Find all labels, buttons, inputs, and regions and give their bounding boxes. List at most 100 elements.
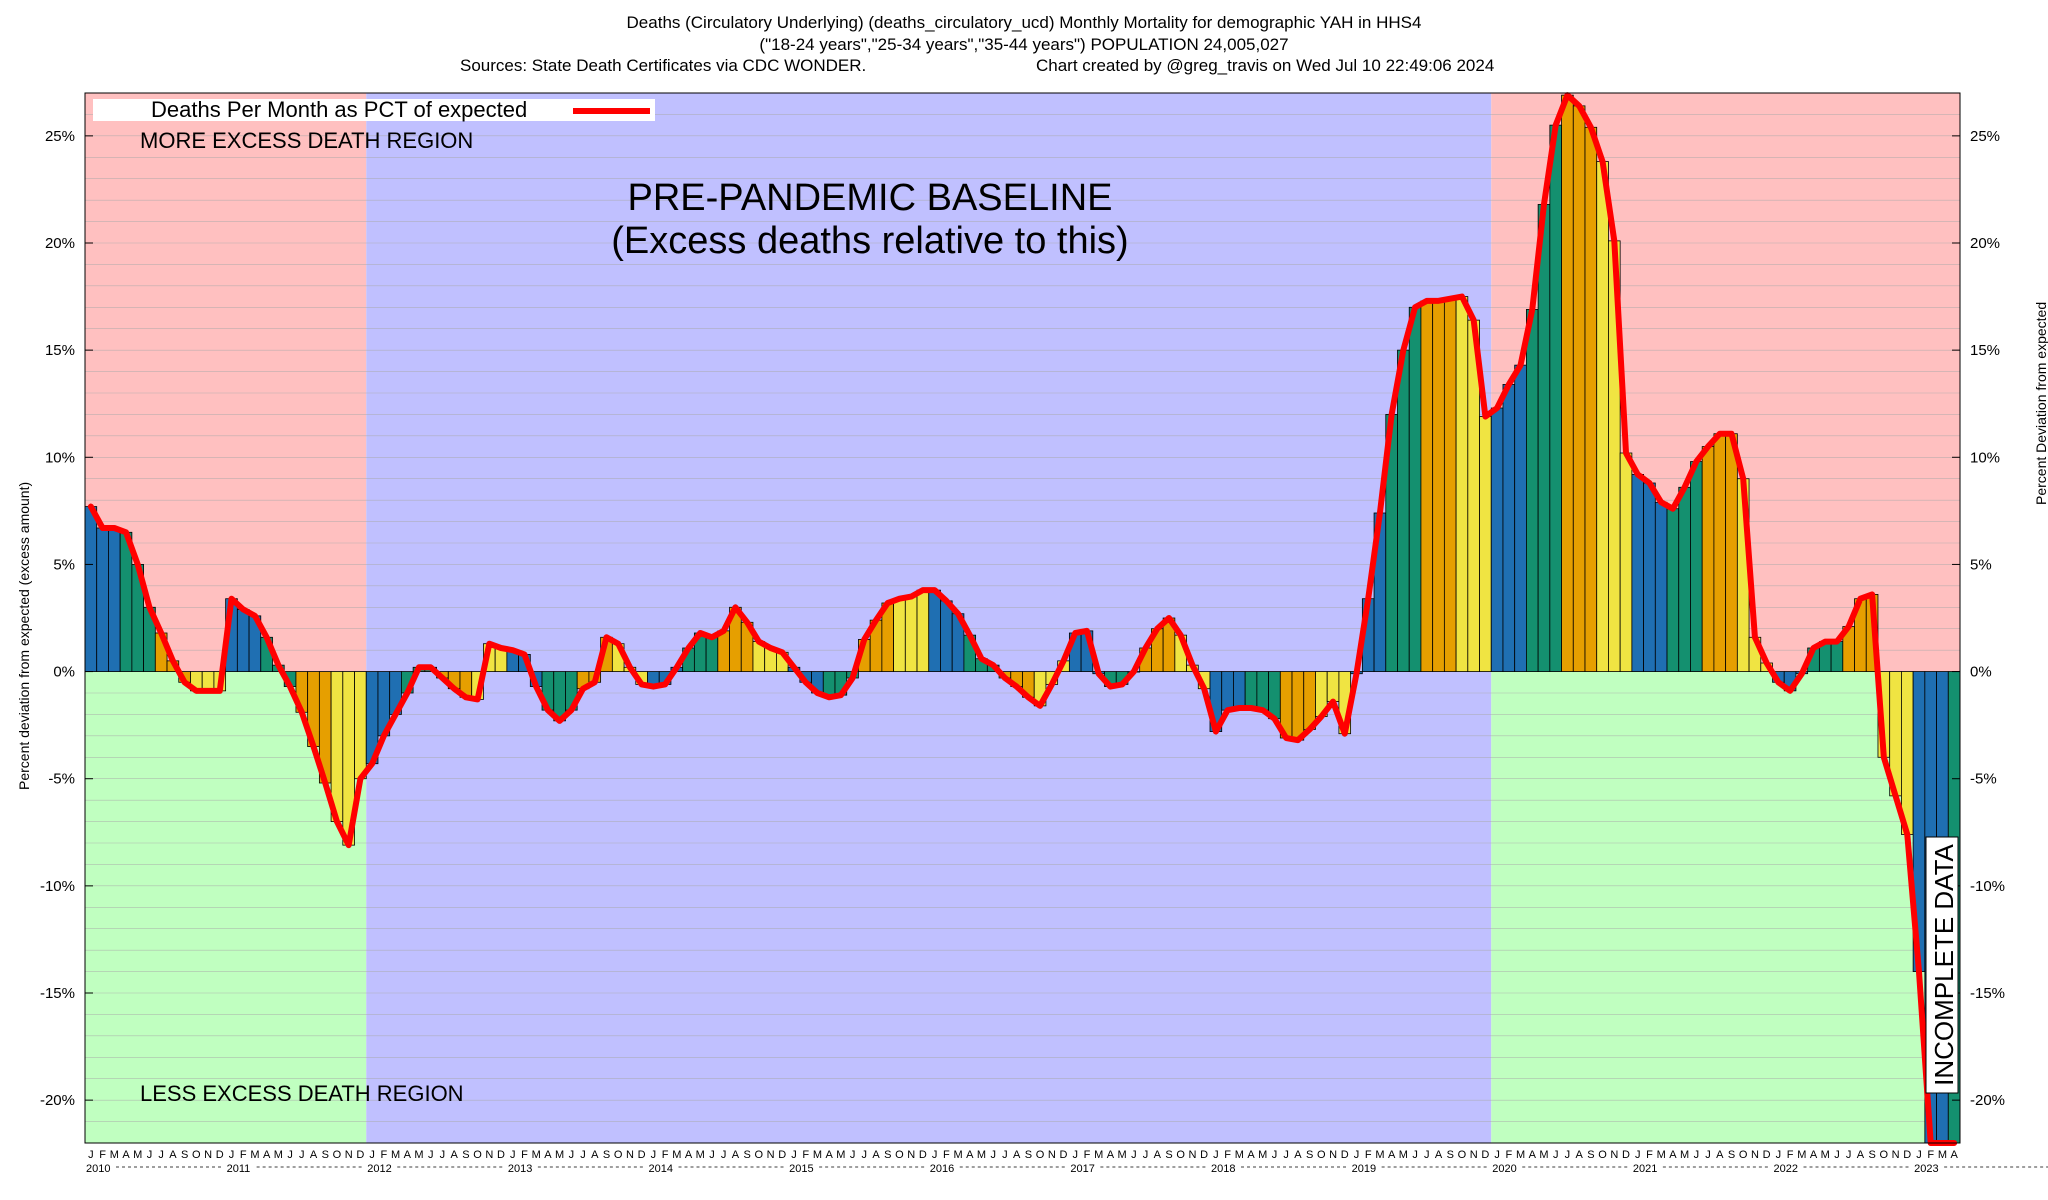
x-tick-label: F bbox=[802, 1149, 809, 1161]
y-tick-label: 25% bbox=[45, 128, 75, 145]
x-tick-label: O bbox=[1176, 1149, 1185, 1161]
legend-label: Deaths Per Month as PCT of expected bbox=[151, 97, 527, 122]
x-tick-label: O bbox=[614, 1149, 623, 1161]
x-tick-label: D bbox=[1341, 1149, 1349, 1161]
bar bbox=[96, 527, 109, 672]
x-tick-label: S bbox=[1587, 1149, 1594, 1161]
x-tick-label: M bbox=[1516, 1149, 1525, 1161]
x-tick-label: M bbox=[672, 1149, 681, 1161]
x-tick-label: F bbox=[99, 1149, 106, 1161]
bar bbox=[1654, 501, 1668, 672]
x-tick-label: M bbox=[953, 1149, 962, 1161]
y-tick-label-right: 10% bbox=[1970, 449, 2000, 466]
x-tick-label: F bbox=[1787, 1149, 1794, 1161]
bar bbox=[1256, 671, 1269, 711]
bar bbox=[1443, 298, 1457, 672]
x-tick-label: A bbox=[1247, 1149, 1255, 1161]
x-tick-label: A bbox=[685, 1149, 693, 1161]
x-tick-label: M bbox=[414, 1149, 423, 1161]
x-tick-label: M bbox=[836, 1149, 845, 1161]
axes: 25% 25% 20% 20% 15% 15% 10% 10% 5% 5% 0% 0% -5% -5% -1… bbox=[40, 92, 2048, 1175]
x-tick-label: N bbox=[204, 1149, 212, 1161]
x-tick-label: M bbox=[391, 1149, 400, 1161]
x-tick-label: F bbox=[1365, 1149, 1372, 1161]
x-tick-label: F bbox=[943, 1149, 950, 1161]
x-tick-label: M bbox=[1375, 1149, 1384, 1161]
x-tick-label: M bbox=[250, 1149, 259, 1161]
x-tick-label: D bbox=[778, 1149, 786, 1161]
x-tick-label: J bbox=[932, 1149, 938, 1161]
x-tick-label: N bbox=[1329, 1149, 1337, 1161]
y-tick-label: 0% bbox=[53, 664, 75, 681]
bar bbox=[1690, 461, 1703, 672]
x-tick-label: D bbox=[638, 1149, 646, 1161]
x-tick-label: J bbox=[1131, 1149, 1137, 1161]
x-tick-label: J bbox=[1694, 1149, 1700, 1161]
annotations: Deaths Per Month as PCT of expected MORE … bbox=[93, 97, 1959, 1106]
x-tick-label: M bbox=[696, 1149, 705, 1161]
x-year-label: 2023 bbox=[1914, 1163, 1938, 1175]
x-tick-label: J bbox=[1846, 1149, 1852, 1161]
x-tick-label: A bbox=[1388, 1149, 1396, 1161]
x-tick-label: O bbox=[1880, 1149, 1889, 1161]
x-tick-label: J bbox=[369, 1149, 375, 1161]
bar bbox=[1244, 671, 1258, 709]
x-tick-label: M bbox=[1118, 1149, 1127, 1161]
x-tick-label: A bbox=[122, 1149, 130, 1161]
y-tick-label-right: -5% bbox=[1970, 771, 1997, 788]
y-tick-label-right: -15% bbox=[1970, 985, 2005, 1002]
x-tick-label: M bbox=[1258, 1149, 1267, 1161]
y-tick-label: -10% bbox=[40, 878, 75, 895]
x-tick-label: D bbox=[1481, 1149, 1489, 1161]
x-tick-label: N bbox=[907, 1149, 915, 1161]
x-tick-label: J bbox=[569, 1149, 575, 1161]
x-tick-label: M bbox=[1235, 1149, 1244, 1161]
x-tick-label: A bbox=[1154, 1149, 1162, 1161]
y-tick-label: 5% bbox=[53, 556, 75, 573]
x-tick-label: J bbox=[862, 1149, 868, 1161]
x-year-label: 2022 bbox=[1774, 1163, 1798, 1175]
x-tick-label: A bbox=[169, 1149, 177, 1161]
bar bbox=[1830, 641, 1844, 672]
bar bbox=[1514, 364, 1527, 672]
y-tick-label: -15% bbox=[40, 985, 75, 1002]
x-tick-label: F bbox=[662, 1149, 669, 1161]
x-tick-label: M bbox=[1657, 1149, 1666, 1161]
x-tick-label: J bbox=[1272, 1149, 1278, 1161]
series-line-path bbox=[87, 92, 1958, 1146]
x-tick-label: J bbox=[1072, 1149, 1078, 1161]
x-tick-label: O bbox=[192, 1149, 201, 1161]
y-tick-label-right: 25% bbox=[1970, 128, 2000, 145]
x-tick-label: A bbox=[404, 1149, 412, 1161]
x-tick-label: J bbox=[709, 1149, 715, 1161]
x-tick-label: D bbox=[1060, 1149, 1068, 1161]
x-tick-label: F bbox=[240, 1149, 247, 1161]
bar bbox=[717, 630, 730, 672]
x-tick-label: M bbox=[1539, 1149, 1548, 1161]
x-tick-label: D bbox=[919, 1149, 927, 1161]
baseline-label: PRE-PANDEMIC BASELINE bbox=[628, 177, 1113, 219]
x-tick-label: J bbox=[1705, 1149, 1711, 1161]
x-year-label: 2010 bbox=[86, 1163, 110, 1175]
x-tick-label: F bbox=[1505, 1149, 1512, 1161]
x-tick-label: J bbox=[158, 1149, 164, 1161]
x-tick-label: M bbox=[532, 1149, 541, 1161]
x-tick-label: S bbox=[1306, 1149, 1313, 1161]
incomplete-label-group: INCOMPLETE DATA bbox=[1925, 836, 1959, 1094]
x-tick-label: O bbox=[895, 1149, 904, 1161]
x-tick-label: A bbox=[263, 1149, 271, 1161]
x-tick-label: N bbox=[626, 1149, 634, 1161]
x-tick-label: O bbox=[333, 1149, 342, 1161]
x-tick-label: M bbox=[1680, 1149, 1689, 1161]
x-tick-label: M bbox=[1938, 1149, 1947, 1161]
y-tick-label: -5% bbox=[48, 771, 75, 788]
x-tick-label: S bbox=[743, 1149, 750, 1161]
y-tick-label: 10% bbox=[45, 449, 75, 466]
x-tick-label: N bbox=[1892, 1149, 1900, 1161]
bar bbox=[928, 589, 941, 672]
x-tick-label: A bbox=[591, 1149, 599, 1161]
x-tick-label: J bbox=[721, 1149, 727, 1161]
x-tick-label: D bbox=[497, 1149, 505, 1161]
bar bbox=[1713, 433, 1727, 672]
